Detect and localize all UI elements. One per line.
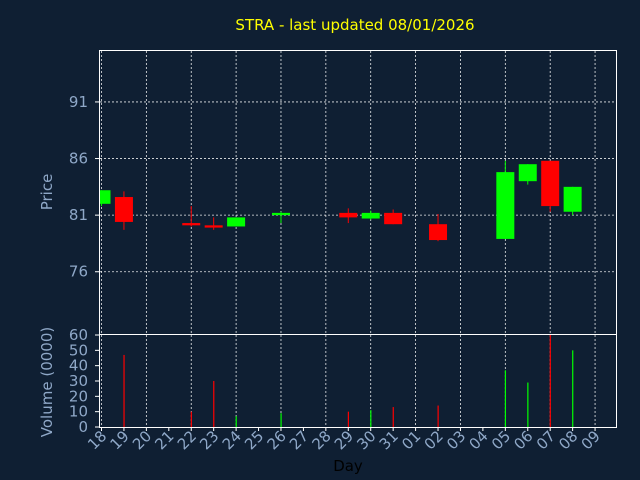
candle-body [496,172,515,239]
volume-bar [123,354,125,427]
candle-body [114,197,133,222]
price-frame [99,50,617,335]
candle-body [361,212,380,219]
candle-body [429,224,448,241]
price-tick-label: 81 [69,206,88,224]
volume-frame [99,334,617,428]
volume-bar [527,382,529,427]
volume-tick-label: 30 [69,372,88,390]
candle-body [227,217,246,227]
volume-tick-label: 40 [69,357,88,375]
volume-bar [370,410,372,427]
candle-body [563,186,582,212]
price-tick-label: 91 [69,93,88,111]
volume-tick-label: 10 [69,403,88,421]
volume-bar [437,405,439,427]
x-ticks: 1819202122232425262728293031010203040506… [84,427,604,453]
candle-body [100,190,111,204]
volume-bar [549,335,551,427]
volume-bars [123,335,574,427]
volume-bar [235,416,237,427]
price-axis-label: Price [38,174,56,211]
volume-tick-label: 60 [69,326,88,344]
candle-body [271,212,290,216]
candle-body [182,223,201,226]
price-tick-label: 76 [69,263,88,281]
candle-body [518,164,537,182]
volume-bar [190,411,192,427]
volume-bar [504,370,507,427]
price-tick-label: 86 [69,150,88,168]
volume-tick-label: 0 [78,418,88,436]
price-candles [100,160,582,242]
x-tick-label: 09 [578,427,604,453]
price-ticks: 76 81 86 91 [69,93,100,281]
volume-tick-label: 50 [69,341,88,359]
candle-body [384,212,403,225]
volume-bar [280,413,282,427]
candle-body [339,212,358,218]
volume-bar [347,411,349,427]
price-panel: 76 81 86 91 [69,50,617,335]
chart-title: STRA - last updated 08/01/2026 [235,16,474,34]
volume-bar [572,350,574,427]
candle-body [204,225,223,228]
volume-bar [213,381,215,427]
volume-bar [392,407,394,427]
volume-tick-label: 20 [69,387,88,405]
x-axis-label: Day [333,457,363,475]
price-grid [100,51,616,334]
volume-axis-label: Volume (0000) [38,327,56,437]
candle-body [541,160,560,207]
